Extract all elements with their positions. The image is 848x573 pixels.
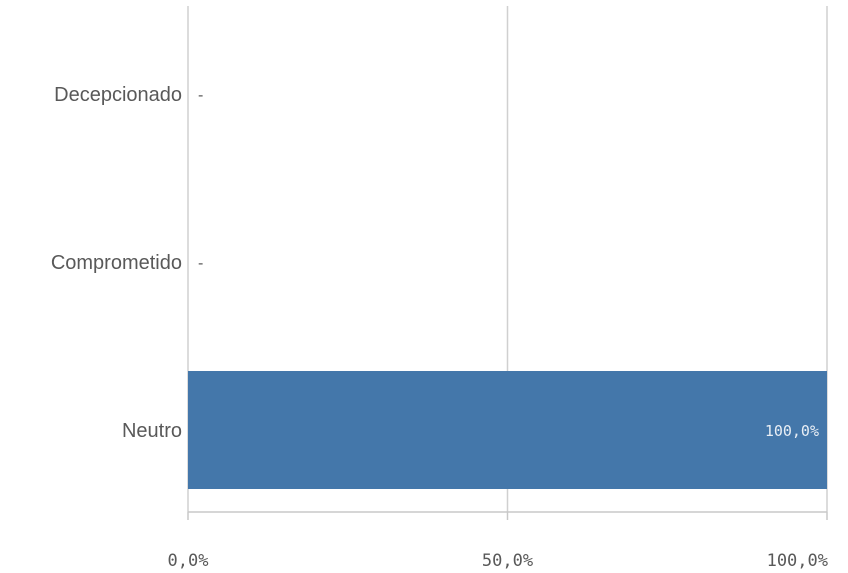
data-labels: - - 100,0%	[198, 87, 819, 440]
x-tick-label: 100,0%	[767, 551, 828, 571]
category-label: Decepcionado	[54, 84, 182, 106]
category-label: Comprometido	[51, 252, 182, 274]
category-label: Neutro	[122, 420, 182, 442]
data-label: -	[198, 87, 203, 104]
bars	[188, 371, 827, 489]
category-labels: Decepcionado Comprometido Neutro	[51, 84, 182, 442]
x-axis: 0,0% 50,0% 100,0%	[168, 511, 828, 571]
bar	[188, 371, 827, 489]
x-tick-label: 0,0%	[168, 551, 209, 571]
x-tick-label: 50,0%	[482, 551, 533, 571]
data-label: -	[198, 255, 203, 272]
data-label: 100,0%	[765, 422, 819, 440]
